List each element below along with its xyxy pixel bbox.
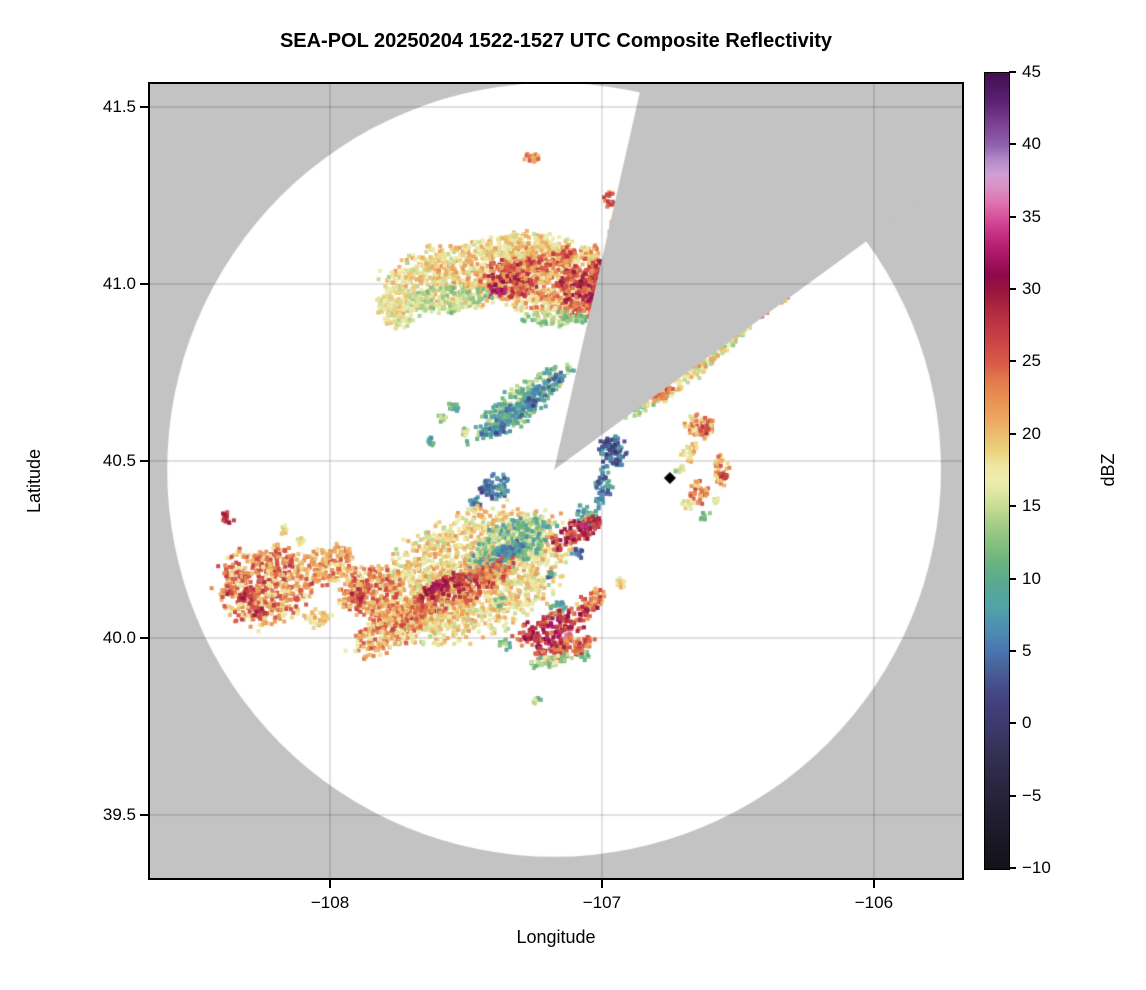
x-tick — [329, 880, 332, 888]
colorbar-tick — [1009, 288, 1016, 291]
colorbar-tick-label: 10 — [1022, 568, 1041, 588]
x-tick-label: −108 — [310, 893, 350, 912]
colorbar-tick-label: −5 — [1022, 785, 1042, 805]
colorbar-canvas — [984, 72, 1010, 870]
colorbar-tick — [1009, 722, 1016, 725]
y-tick-label: 40.5 — [102, 450, 136, 470]
colorbar-tick-label: 20 — [1022, 423, 1041, 443]
colorbar-tick — [1009, 794, 1016, 797]
colorbar-tick-label: 40 — [1022, 134, 1041, 154]
x-tick-label: −107 — [582, 893, 622, 912]
y-tick-label: 41.0 — [102, 274, 136, 293]
colorbar-tick — [1009, 360, 1016, 363]
colorbar-tick — [1009, 577, 1016, 580]
colorbar-label: dBZ — [1098, 453, 1118, 487]
y-tick-label: 41.5 — [102, 97, 136, 116]
colorbar-tick — [1009, 143, 1016, 146]
colorbar-tick-label: −10 — [1022, 858, 1051, 877]
radar-map-canvas — [150, 84, 962, 878]
colorbar-tick-label: 35 — [1022, 206, 1041, 226]
x-tick — [600, 880, 603, 888]
x-tick-label: −106 — [854, 893, 894, 912]
y-axis-label: Latitude — [24, 448, 44, 514]
colorbar-tick-label: 0 — [1022, 713, 1032, 733]
colorbar-tick — [1009, 505, 1016, 508]
figure-title: SEA-POL 20250204 1522-1527 UTC Composite… — [279, 30, 833, 52]
y-tick-label: 40.0 — [102, 627, 136, 647]
colorbar-tick — [1009, 71, 1016, 73]
colorbar-tick-label: 5 — [1022, 640, 1032, 660]
colorbar-tick-label: 15 — [1022, 496, 1041, 516]
x-tick — [872, 880, 875, 888]
colorbar-tick-label: 25 — [1022, 351, 1041, 371]
y-tick — [140, 459, 148, 462]
colorbar-tick — [1009, 215, 1016, 218]
colorbar-tick — [1009, 867, 1016, 869]
colorbar-tick-label: 30 — [1022, 279, 1041, 299]
y-tick — [140, 813, 148, 816]
x-axis-label: Longitude — [516, 927, 596, 947]
y-tick-label: 39.5 — [102, 804, 136, 824]
colorbar-tick-label: 45 — [1022, 62, 1041, 81]
y-tick — [140, 283, 148, 285]
y-tick — [140, 106, 148, 108]
y-tick — [140, 636, 148, 639]
colorbar-tick — [1009, 649, 1016, 652]
colorbar-tick — [1009, 432, 1016, 435]
